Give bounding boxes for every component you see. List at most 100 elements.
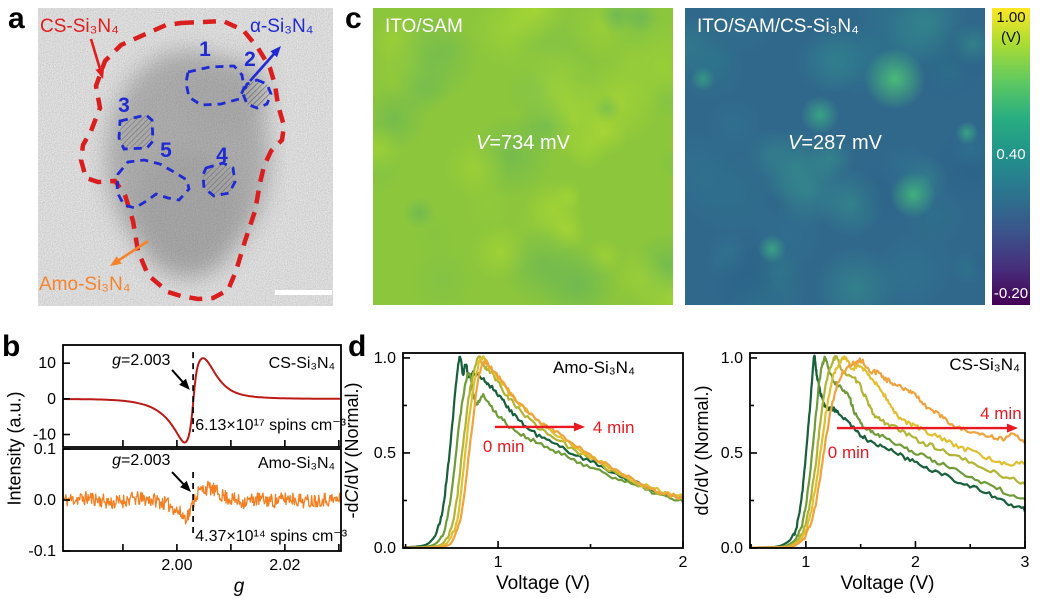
arrow-head xyxy=(179,378,190,390)
series-2-min xyxy=(750,354,1025,548)
map-mottle-blob xyxy=(373,12,424,66)
arrow-head xyxy=(270,46,281,58)
annotation-text: 0 min xyxy=(483,437,525,456)
series-0-min xyxy=(403,355,683,548)
map-mottle-blob xyxy=(814,246,899,305)
map-feature-blob xyxy=(889,171,937,220)
y-tick-label: 0.0 xyxy=(721,540,743,557)
series-2-min xyxy=(403,355,683,548)
arrow-head xyxy=(1006,423,1018,433)
series-1-min xyxy=(403,372,683,548)
x-tick-label: 2.02 xyxy=(269,557,300,574)
crystal-region-fill xyxy=(203,163,235,196)
annotation-text: g=2.003 xyxy=(112,352,170,369)
epr-spectra-plot: 10 0 -10 g=2.003 CS-Si₃N₄ 6.13×10¹⁷ spins cm⁻… xyxy=(28,344,348,597)
map-mottle-blob xyxy=(805,134,855,184)
plot-d-left: 1 2 0.0 0.5 1.0 Voltage (V) -dC/dV (Normal.) Am… xyxy=(342,350,688,594)
panel-label-a: a xyxy=(8,2,25,35)
plot-b-bottom: 2.00 2.02 0.1 0.0 -0.1 g g=2.003 Amo-Si₃N₄ 4.37×… xyxy=(28,441,347,597)
arrow-head xyxy=(180,480,191,492)
map-mottle-blob xyxy=(405,243,480,305)
map-mottle-blob xyxy=(391,55,452,117)
y-tick-label: 10 xyxy=(38,355,56,372)
arrow-line xyxy=(89,38,103,74)
axis-ticks xyxy=(63,362,340,447)
dcdv-plot-amo: 1 2 0.0 0.5 1.0 Voltage (V) -dC/dV (Normal.) Am… xyxy=(342,350,688,594)
y-tick-label: 1.0 xyxy=(374,350,396,367)
y-axis-title: dC/dV (Normal.) xyxy=(692,385,712,515)
map-mottle-blob xyxy=(403,197,436,230)
arrow-head xyxy=(573,422,585,432)
dcdv-plot-cs: 1 2 3 0.0 0.5 1.0 Voltage (V) dC/dV (Normal.) CS… xyxy=(692,350,1030,594)
map-mottle-blob xyxy=(539,244,619,305)
colorbar-max-label: 1.00 xyxy=(996,9,1026,26)
x-axis-title: Voltage (V) xyxy=(496,573,590,594)
colorbar: 1.00 (V) 0.40 -0.20 xyxy=(992,8,1030,305)
crystal-region-fill xyxy=(119,115,153,149)
region-number-3: 3 xyxy=(118,94,130,117)
annotation-text: CS-Si₃N₄ xyxy=(949,355,1020,374)
x-tick-label: 2.00 xyxy=(161,557,192,574)
series-3-min xyxy=(750,355,1025,548)
arrow-line xyxy=(249,49,278,82)
crystal-region-outline-5 xyxy=(201,161,237,198)
map-feature-blob xyxy=(800,94,840,135)
y-tick-label: 0.0 xyxy=(374,540,396,557)
map-potential-value: V=287 mV xyxy=(788,132,882,154)
core-shell-label: CS-Si₃N₄ xyxy=(40,16,119,37)
map-feature-blob xyxy=(955,120,979,145)
crystal-region-outline-1 xyxy=(184,64,246,107)
crystal-region-outline-2 xyxy=(241,78,273,110)
series-3-min xyxy=(403,355,683,548)
y-tick-label: 0.5 xyxy=(374,445,396,462)
map-mottle-blob xyxy=(592,93,622,123)
annotation-text: CS-Si₃N₄ xyxy=(269,355,335,372)
map-mottle-blob xyxy=(614,249,669,304)
tem-annotations: 1 2 3 5 4 CS-Si₃N₄ α-Si₃N₄ Amo-Si₃N₄ xyxy=(39,16,332,302)
annotation-text: 6.13×10¹⁷ spins cm⁻³ xyxy=(195,417,346,434)
map-potential-value: V=734 mV xyxy=(476,132,570,154)
x-axis-title: g xyxy=(234,576,245,597)
plot-d-right: 1 2 3 0.0 0.5 1.0 Voltage (V) dC/dV (Normal.) CS… xyxy=(692,350,1030,594)
y-tick-label: 1.0 xyxy=(721,350,743,367)
y-tick-label: 0 xyxy=(47,391,56,408)
epr-y-axis-title: Intensity (a.u.) xyxy=(4,391,25,506)
map-mottle-blob xyxy=(704,96,764,157)
annotation-text: 0 min xyxy=(828,443,870,462)
x-tick-label: 3 xyxy=(1021,554,1030,571)
arrow-line xyxy=(114,239,149,264)
plot-frame xyxy=(749,352,1026,549)
panel-label-c: c xyxy=(345,2,362,35)
y-tick-label: 0.1 xyxy=(34,441,56,458)
map-mottle-blob xyxy=(434,31,468,64)
plot-frame xyxy=(62,344,342,448)
map-mottle-blob xyxy=(470,222,529,282)
kpfm-map-ito-sam-cs-si3n4: ITO/SAM/CS-Si₃N₄ V=287 mV xyxy=(685,8,985,305)
map-feature-blob xyxy=(757,233,787,264)
alpha-label: α-Si₃N₄ xyxy=(250,16,314,37)
region-number-5: 5 xyxy=(160,139,172,162)
tem-regrain xyxy=(38,8,333,306)
map-mottle-blob xyxy=(653,145,673,181)
y-tick-label: -0.1 xyxy=(28,543,56,560)
series-1-min xyxy=(750,355,1025,548)
region-number-2: 2 xyxy=(244,48,256,71)
map-mottle-blob xyxy=(386,10,480,105)
arrow-head xyxy=(110,256,122,266)
panel-label-b: b xyxy=(2,330,21,363)
panel-label-d: d xyxy=(348,330,367,363)
annotation-text: 4 min xyxy=(980,404,1022,423)
x-tick-label: 2 xyxy=(679,554,688,571)
y-tick-label: 0.5 xyxy=(721,445,743,462)
cs-si3n4-boundary xyxy=(78,18,287,302)
axis-ticks xyxy=(750,357,1026,549)
map-mottle-blob xyxy=(951,251,985,285)
crystal-region-outline-3 xyxy=(117,113,155,151)
arrow-head xyxy=(95,67,105,79)
map-title: ITO/SAM/CS-Si₃N₄ xyxy=(697,16,859,37)
tem-image: 1 2 3 5 4 CS-Si₃N₄ α-Si₃N₄ Amo-Si₃N₄ xyxy=(38,8,333,306)
colorbar-min-label: -0.20 xyxy=(993,285,1029,302)
y-tick-label: 0.0 xyxy=(34,492,56,509)
plot-b-top: 10 0 -10 g=2.003 CS-Si₃N₄ 6.13×10¹⁷ spins cm⁻… xyxy=(33,344,347,448)
